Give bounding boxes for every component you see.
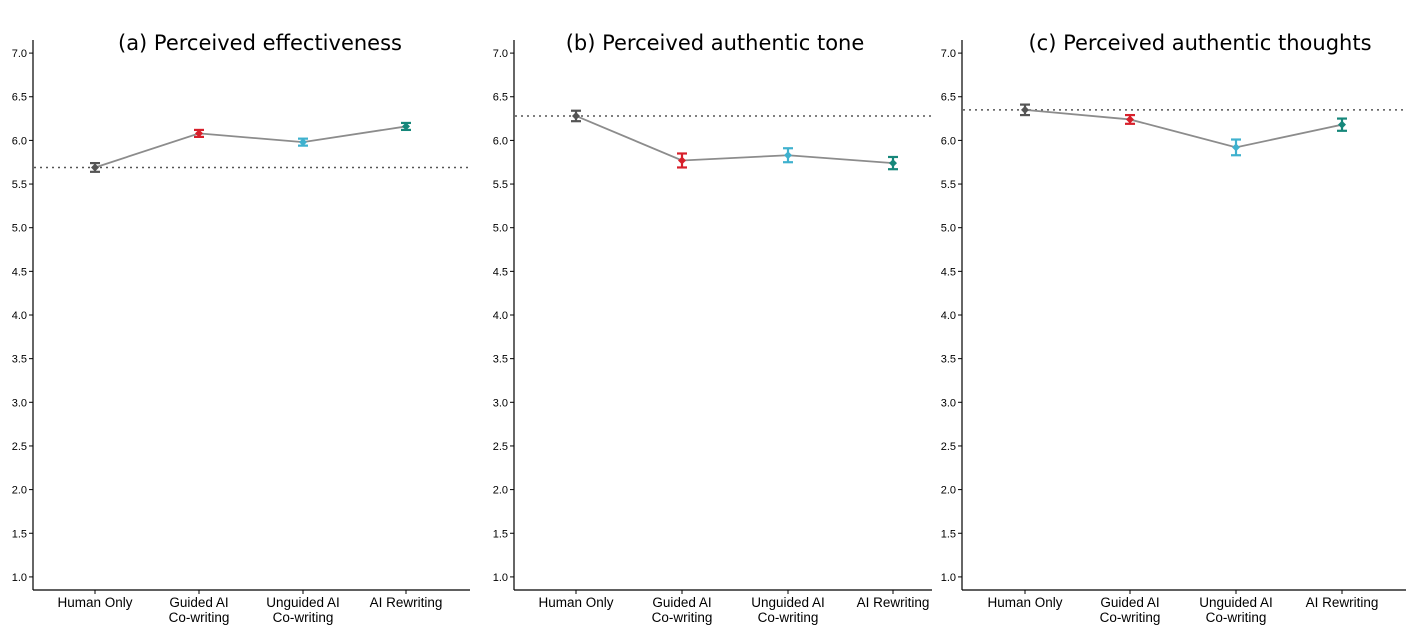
x-category-label-line: AI Rewriting — [1306, 595, 1379, 610]
y-tick-label: 7.0 — [493, 48, 508, 60]
x-category-label-line: Co-writing — [1206, 610, 1267, 625]
y-tick-label: 1.0 — [493, 572, 508, 584]
data-point — [195, 129, 203, 138]
panel-title: (c) Perceived authentic thoughts — [1028, 31, 1371, 55]
x-category-label-line: Unguided AI — [266, 595, 340, 610]
data-point — [1126, 115, 1134, 124]
x-category-label-line: Guided AI — [169, 595, 228, 610]
y-tick-label: 2.0 — [941, 485, 956, 497]
y-tick-label: 4.5 — [12, 266, 27, 278]
x-category-label-line: Human Only — [57, 595, 132, 610]
y-tick-label: 1.5 — [493, 528, 508, 540]
y-tick-label: 2.5 — [12, 441, 27, 453]
x-category-label-line: Co-writing — [273, 610, 334, 625]
y-tick-label: 5.5 — [12, 179, 27, 191]
y-tick-label: 5.5 — [941, 179, 956, 191]
y-tick-label: 5.0 — [12, 223, 27, 235]
y-tick-label: 3.5 — [493, 354, 508, 366]
y-tick-label: 1.5 — [12, 528, 27, 540]
panel-perceived-authentic-thoughts: (c) Perceived authentic thoughts 1.0 1.5 2… — [941, 31, 1406, 625]
x-category-label-line: Co-writing — [169, 610, 230, 625]
y-tick-label: 3.5 — [941, 354, 956, 366]
x-category-label: Guided AI Co-writing — [1100, 595, 1161, 625]
x-category-label: Guided AI Co-writing — [652, 595, 713, 625]
series-line — [94, 125, 407, 169]
y-tick-label: 2.0 — [12, 485, 27, 497]
series-line — [1024, 108, 1343, 149]
x-category-label: AI Rewriting — [1306, 595, 1379, 610]
y-tick-label: 4.5 — [941, 266, 956, 278]
y-tick-label: 2.5 — [493, 441, 508, 453]
data-point — [402, 122, 410, 131]
data-point — [1021, 105, 1029, 114]
x-category-label: Unguided AI Co-writing — [751, 595, 825, 625]
y-tick-label: 3.5 — [12, 354, 27, 366]
x-category-label-line: Guided AI — [652, 595, 711, 610]
x-category-label: Unguided AI Co-writing — [266, 595, 340, 625]
panel-perceived-authentic-tone: (b) Perceived authentic tone 1.0 1.5 2.0 2.… — [493, 31, 932, 625]
y-tick-label: 5.0 — [493, 223, 508, 235]
y-tick-label: 2.0 — [493, 485, 508, 497]
x-category-label-line: AI Rewriting — [857, 595, 930, 610]
series-line — [575, 115, 894, 164]
y-tick-label: 4.0 — [12, 310, 27, 322]
y-tick-label: 1.0 — [941, 572, 956, 584]
x-category-label-line: Unguided AI — [751, 595, 825, 610]
x-category-label: AI Rewriting — [857, 595, 930, 610]
y-tick-label: 1.5 — [941, 528, 956, 540]
data-point — [299, 138, 307, 147]
x-category-label-line: AI Rewriting — [370, 595, 443, 610]
y-tick-label: 4.5 — [493, 266, 508, 278]
y-tick-label: 4.0 — [941, 310, 956, 322]
panel-title: (a) Perceived effectiveness — [118, 31, 402, 55]
data-point — [889, 159, 897, 168]
y-tick-label: 1.0 — [12, 572, 27, 584]
x-category-label-line: Co-writing — [758, 610, 819, 625]
x-category-label: Human Only — [57, 595, 132, 610]
x-category-label: Human Only — [987, 595, 1062, 610]
y-tick-label: 6.0 — [12, 135, 27, 147]
y-tick-label: 3.0 — [941, 397, 956, 409]
data-point — [1338, 120, 1346, 129]
y-tick-label: 3.0 — [493, 397, 508, 409]
x-category-label: Guided AI Co-writing — [169, 595, 230, 625]
y-tick-label: 6.5 — [493, 92, 508, 104]
panel-title: (b) Perceived authentic tone — [566, 31, 865, 55]
y-tick-label: 3.0 — [12, 397, 27, 409]
y-tick-label: 2.5 — [941, 441, 956, 453]
y-tick-label: 6.5 — [12, 92, 27, 104]
data-point — [784, 151, 792, 160]
data-point — [1232, 143, 1240, 152]
y-tick-label: 7.0 — [12, 48, 27, 60]
y-tick-label: 7.0 — [941, 48, 956, 60]
x-category-label: Human Only — [538, 595, 613, 610]
panel-perceived-effectiveness: (a) Perceived effectiveness 1.0 1.5 2.0 2.5… — [12, 31, 470, 625]
x-category-label: Unguided AI Co-writing — [1199, 595, 1273, 625]
x-category-label: AI Rewriting — [370, 595, 443, 610]
y-tick-label: 6.0 — [493, 135, 508, 147]
x-category-label-line: Human Only — [538, 595, 613, 610]
y-tick-label: 5.0 — [941, 223, 956, 235]
x-category-label-line: Human Only — [987, 595, 1062, 610]
y-tick-label: 6.0 — [941, 135, 956, 147]
data-point — [91, 163, 99, 172]
x-category-label-line: Co-writing — [1100, 610, 1161, 625]
y-tick-label: 5.5 — [493, 179, 508, 191]
data-point — [572, 111, 580, 120]
x-category-label-line: Unguided AI — [1199, 595, 1273, 610]
x-category-label-line: Co-writing — [652, 610, 713, 625]
x-category-label-line: Guided AI — [1100, 595, 1159, 610]
data-point — [678, 156, 686, 165]
y-tick-label: 6.5 — [941, 92, 956, 104]
y-tick-label: 4.0 — [493, 310, 508, 322]
